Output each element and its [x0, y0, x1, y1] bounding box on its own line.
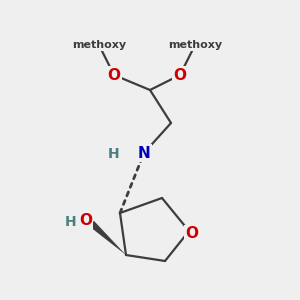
- Text: O: O: [107, 68, 121, 82]
- Text: methoxy: methoxy: [72, 40, 126, 50]
- Text: N: N: [138, 146, 150, 160]
- Text: O: O: [185, 226, 199, 242]
- Text: methoxy: methoxy: [168, 40, 222, 50]
- Text: O: O: [79, 213, 92, 228]
- Polygon shape: [89, 221, 126, 255]
- Text: O: O: [173, 68, 187, 82]
- Text: H: H: [65, 215, 76, 229]
- Text: H: H: [108, 148, 120, 161]
